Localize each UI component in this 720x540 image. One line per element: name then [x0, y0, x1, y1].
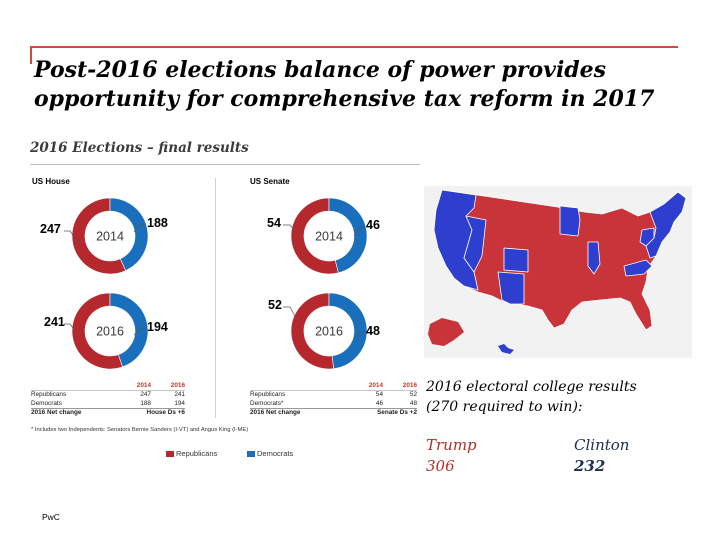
chart-title: 2016 Elections – final results: [30, 140, 249, 156]
senate-table-header: 2014 2016: [250, 382, 417, 392]
senate-table: 2014 2016 Republicans 54 52 Democrats* 4…: [250, 382, 417, 418]
table-row: Republicans 247 241: [31, 391, 185, 399]
senate-row-democrats-label: Democrats*: [250, 399, 284, 407]
house-row-democrats-label: Democrats: [31, 399, 62, 407]
legend-democrats-label: Democrats: [257, 449, 294, 458]
house-table: 2014 2016 Republicans 247 241 Democrats …: [31, 382, 185, 418]
senate-2016-republican-value: 52: [268, 298, 282, 312]
electoral-caption: 2016 electoral college results (270 requ…: [426, 377, 706, 417]
senate-2014-republican-value: 54: [267, 216, 281, 230]
senate-2014-democrat-value: 46: [366, 218, 380, 232]
legend-democrats-swatch: [247, 451, 255, 457]
house-2014-democrat-value: 188: [147, 216, 168, 230]
map-nevada: [463, 215, 487, 273]
leader-senate14-rep: [283, 224, 297, 233]
electoral-caption-line-2: (270 required to win):: [426, 399, 583, 415]
independents-footnote: * Includes two Independents: Senators Be…: [31, 427, 249, 433]
table-row: Democrats* 46 48: [250, 399, 417, 410]
map-colorado: [503, 247, 529, 273]
house-2016-republican-value: 241: [44, 315, 65, 329]
electoral-map: [428, 189, 687, 354]
leader-senate16-rep: [283, 306, 297, 319]
senate-2016-democrat-value: 48: [366, 324, 380, 338]
donut-slice-republicans: [71, 197, 127, 275]
title-accent-tick: [30, 46, 32, 64]
donut-year-label: 2016: [315, 325, 343, 339]
house-row-republicans-2014: 247: [140, 391, 151, 399]
map-pacific-states: [433, 189, 479, 291]
slide-title-line-2: opportunity for comprehensive tax reform…: [34, 86, 655, 112]
donut-year-label: 2016: [96, 325, 124, 339]
trump-name: Trump: [426, 436, 477, 454]
leader-house16-dem: [133, 328, 146, 336]
house-row-republicans-label: Republicans: [31, 391, 67, 399]
senate-row-democrats-2014: 46: [375, 399, 383, 407]
senate-table-col-2014: 2014: [368, 382, 383, 389]
leader-senate14-dem: [353, 226, 365, 237]
house-row-democrats-2016: 194: [174, 399, 185, 407]
house-table-header: 2014 2016: [31, 382, 185, 392]
donut-slice-democrats: [328, 292, 368, 370]
map-northeast-mid: [639, 227, 655, 247]
donut-slice-democrats: [328, 197, 368, 274]
house-2016-donut: 2016: [71, 292, 149, 370]
house-2014-donut: 2014: [71, 197, 149, 275]
senate-2016-donut: 2016: [290, 292, 368, 370]
leader-senate16-dem: [353, 332, 365, 339]
senate-row-republicans-2016: 52: [409, 391, 417, 399]
title-accent-rule: [30, 46, 678, 48]
house-net-change-value: House Ds +6: [146, 409, 185, 417]
table-row: Democrats 188 194: [31, 399, 185, 410]
legend-republicans-swatch: [166, 451, 174, 457]
map-illinois: [587, 241, 601, 275]
leader-house16-rep: [64, 323, 77, 333]
donut-slice-republicans: [290, 197, 339, 275]
leader-house14-dem: [133, 223, 146, 233]
clinton-name: Clinton: [574, 436, 630, 454]
panel-divider: [215, 178, 216, 418]
senate-net-change-row: 2016 Net change Senate Ds +2: [250, 409, 417, 417]
donut-slice-democrats: [109, 197, 149, 271]
slide-title-line-1: Post-2016 elections balance of power pro…: [34, 57, 607, 83]
map-virginia: [623, 259, 653, 277]
house-2014-republican-value: 247: [40, 222, 61, 236]
map-new-mexico: [497, 271, 525, 305]
senate-table-col-2016: 2016: [402, 382, 417, 389]
footer-brand: PwC: [42, 512, 60, 522]
trump-electoral-votes: 306: [426, 457, 455, 475]
electoral-caption-line-1: 2016 electoral college results: [426, 379, 637, 395]
map-hawaii: [498, 344, 514, 354]
donut-year-label: 2014: [315, 230, 343, 244]
leader-house14-rep: [64, 230, 81, 246]
chart-title-rule: [30, 164, 420, 165]
us-house-label: US House: [32, 177, 70, 186]
senate-row-republicans-2014: 54: [375, 391, 383, 399]
senate-net-change-value: Senate Ds +2: [377, 409, 417, 417]
senate-2014-donut: 2014: [290, 197, 368, 275]
senate-net-change-label: 2016 Net change: [250, 409, 301, 417]
house-net-change-row: 2016 Net change House Ds +6: [31, 409, 185, 417]
table-row: Republicans 54 52: [250, 391, 417, 399]
house-table-col-2014: 2014: [136, 382, 151, 389]
house-table-col-2016: 2016: [170, 382, 185, 389]
map-minnesota: [559, 205, 581, 237]
map-us-outline-republican: [433, 189, 687, 331]
donut-slice-republicans: [290, 292, 335, 370]
map-alaska: [428, 318, 464, 346]
house-row-democrats-2014: 188: [140, 399, 151, 407]
donut-year-label: 2014: [96, 230, 124, 244]
house-2016-democrat-value: 194: [147, 320, 168, 334]
slide-title: Post-2016 elections balance of power pro…: [34, 56, 684, 114]
us-senate-label: US Senate: [250, 177, 290, 186]
donut-slice-republicans: [71, 292, 124, 370]
house-row-republicans-2016: 241: [174, 391, 185, 399]
clinton-electoral-votes: 232: [574, 457, 606, 475]
senate-row-democrats-2016: 48: [409, 399, 417, 407]
donut-slice-democrats: [109, 292, 149, 368]
legend-republicans-label: Republicans: [176, 449, 218, 458]
house-net-change-label: 2016 Net change: [31, 409, 82, 417]
senate-row-republicans-label: Republicans: [250, 391, 286, 399]
